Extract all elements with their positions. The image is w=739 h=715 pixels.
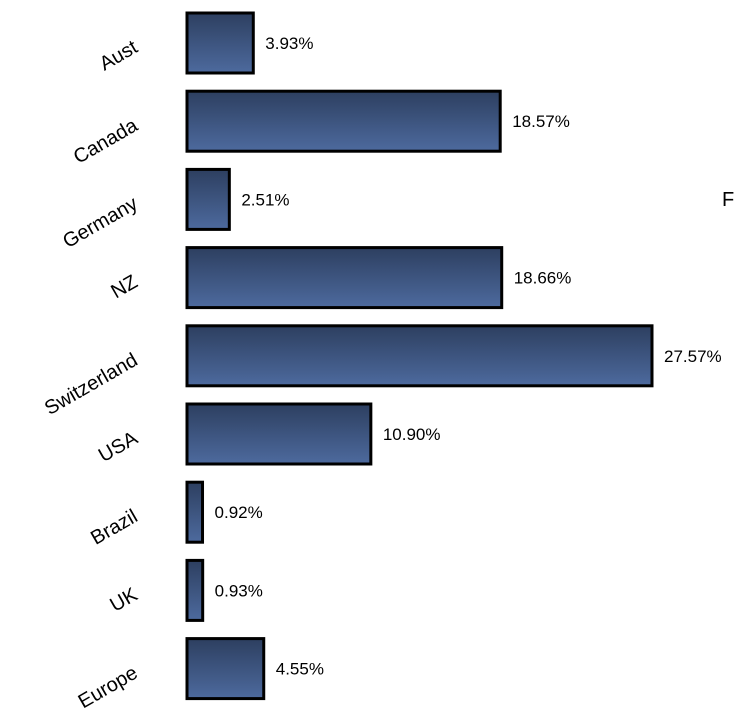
category-label-germany: Germany [59, 193, 141, 253]
category-label-uk: UK [106, 583, 142, 616]
bar-usa [185, 402, 373, 466]
category-label-nz: NZ [107, 271, 141, 303]
bar-brazil [185, 480, 205, 544]
bar-germany [185, 167, 231, 231]
category-labels: Aust Canada Germany NZ Switzerland USA Brazil U… [41, 36, 142, 713]
category-label-canada: Canada [70, 114, 142, 169]
bar-aust [185, 11, 255, 75]
bar-europe [185, 637, 266, 701]
value-label-switzerland: 27.57% [664, 347, 722, 366]
value-label-canada: 18.57% [512, 112, 570, 131]
bar-canada [185, 89, 502, 153]
category-label-brazil: Brazil [87, 505, 141, 549]
category-label-aust: Aust [96, 36, 142, 75]
value-label-usa: 10.90% [383, 425, 441, 444]
value-label-aust: 3.93% [265, 34, 313, 53]
value-label-brazil: 0.92% [215, 503, 263, 522]
bar-switzerland [185, 324, 654, 388]
value-label-europe: 4.55% [276, 660, 324, 679]
stray-letter-label: F [722, 189, 734, 211]
value-labels: 3.93% 18.57% 2.51% 18.66% 27.57% 10.90% 0.92% 0… [215, 34, 722, 679]
value-label-uk: 0.93% [215, 581, 263, 600]
value-label-nz: 18.66% [514, 269, 572, 288]
value-label-germany: 2.51% [241, 190, 289, 209]
category-label-usa: USA [95, 427, 142, 467]
bar-nz [185, 246, 504, 310]
category-label-switzerland: Switzerland [41, 349, 142, 420]
bars [185, 11, 654, 701]
category-label-europe: Europe [75, 662, 142, 713]
bar-uk [185, 558, 205, 622]
